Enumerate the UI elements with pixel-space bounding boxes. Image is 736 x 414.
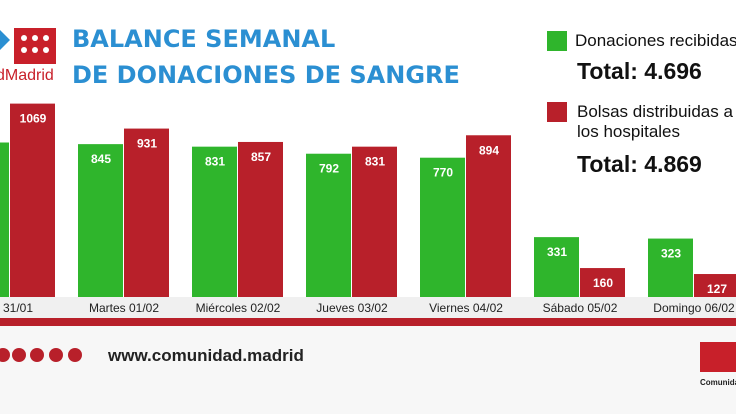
bar	[420, 157, 465, 297]
footer-logo-text: Comunidad de Madrid	[700, 378, 736, 387]
x-tick-label: Viernes 04/02	[429, 301, 503, 315]
legend-item: Bolsas distribuidas a los hospitales	[547, 102, 733, 141]
bar	[192, 146, 237, 297]
logo-stars	[21, 35, 49, 53]
bar	[694, 274, 736, 297]
logo-flag	[14, 28, 56, 64]
bar	[580, 268, 625, 297]
value-label: 831	[205, 155, 225, 169]
bar	[10, 103, 55, 297]
legend-item: Donaciones recibidas	[547, 31, 736, 51]
x-tick-label: Domingo 06/02	[653, 301, 735, 315]
value-label: 792	[319, 162, 339, 176]
bar	[466, 135, 511, 297]
value-label: 845	[91, 152, 111, 166]
chart-title: BALANCE SEMANAL	[72, 25, 335, 53]
legend-swatch	[547, 102, 567, 122]
chart-title: DE DONACIONES DE SANGRE	[72, 61, 460, 89]
value-label: 931	[137, 137, 157, 151]
value-label: 894	[479, 143, 499, 157]
bar	[352, 146, 397, 297]
x-tick-label: Sábado 05/02	[543, 301, 618, 315]
value-label: 160	[593, 276, 613, 290]
social-icons	[0, 348, 82, 362]
legend-label: Donaciones recibidas	[575, 31, 736, 50]
x-tick-label: es 31/01	[0, 301, 33, 315]
bar	[124, 128, 169, 297]
website: www.comunidad.madrid	[107, 346, 304, 365]
x-tick-label: Miércoles 02/02	[196, 301, 281, 315]
value-label: 331	[547, 245, 567, 259]
footer-bg	[0, 326, 736, 414]
x-tick-label: Jueves 03/02	[316, 301, 388, 315]
bar	[306, 153, 351, 297]
bar	[0, 142, 9, 297]
value-label: 1069	[20, 112, 47, 126]
value-label: 127	[707, 282, 727, 296]
bar	[534, 237, 579, 297]
bar	[238, 141, 283, 297]
value-label: 831	[365, 155, 385, 169]
bar	[648, 238, 693, 297]
value-label: 770	[433, 166, 453, 180]
x-tick-label: Martes 01/02	[89, 301, 159, 315]
footer-logo-flag	[700, 342, 736, 372]
legend-label: Bolsas distribuidas a los hospitales	[577, 102, 733, 141]
legend-total: Total: 4.696	[577, 58, 702, 84]
logo-mark	[0, 30, 10, 50]
value-label: 323	[661, 247, 681, 261]
legend-swatch	[547, 31, 567, 51]
legend-total: Total: 4.869	[577, 151, 702, 177]
category-band	[0, 297, 736, 318]
bar	[78, 144, 123, 297]
logo-text: dMadrid	[0, 67, 54, 84]
value-label: 857	[251, 150, 271, 164]
red-band	[0, 318, 736, 326]
